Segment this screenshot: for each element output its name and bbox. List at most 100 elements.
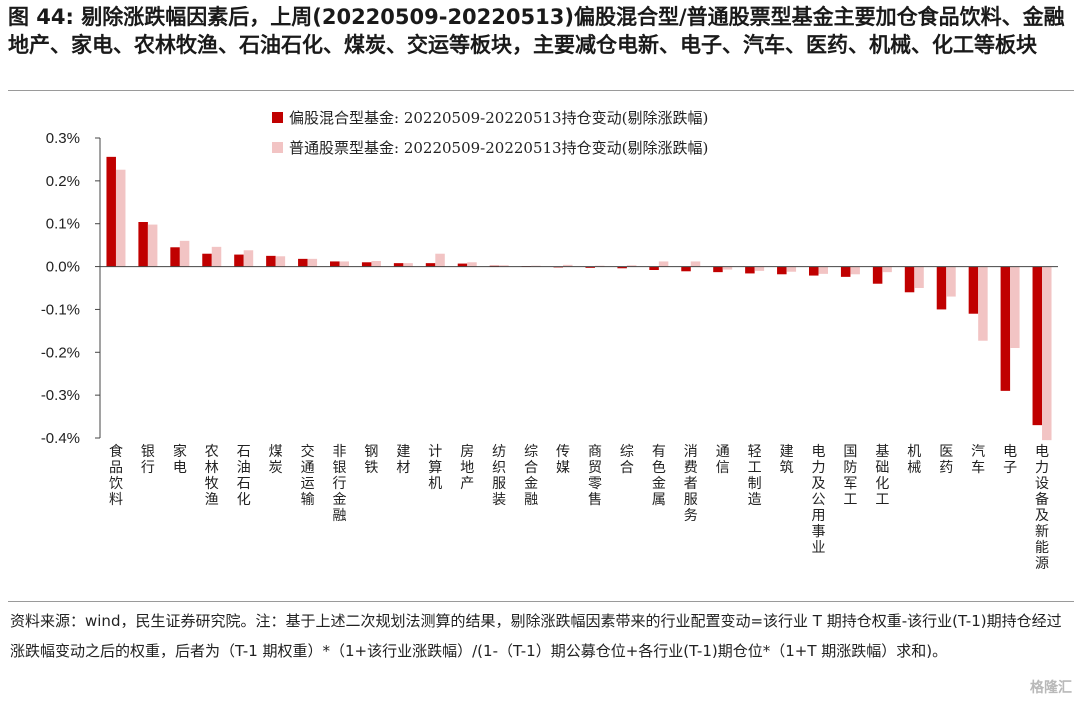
x-tick-label: 煤炭 xyxy=(269,444,283,476)
bar-stock-fund xyxy=(914,266,924,288)
source-note: 资料来源：wind，民生证券研究院。注：基于上述二次规划法测算的结果，剔除涨跌幅… xyxy=(10,612,1062,660)
x-tick-label: 传媒 xyxy=(556,444,570,476)
x-tick-label: 家电 xyxy=(173,443,187,476)
bar-mixed-fund xyxy=(1000,266,1011,391)
bar-mixed-fund xyxy=(457,263,468,267)
bar-mixed-fund xyxy=(936,266,947,310)
bars xyxy=(106,156,1052,441)
x-tick-label: 食品饮料 xyxy=(109,443,123,508)
x-tick-label: 银行 xyxy=(141,444,155,476)
bar-stock-fund xyxy=(882,266,892,273)
legend-swatch xyxy=(272,142,283,153)
x-tick-label: 农林牧渔 xyxy=(205,444,219,508)
bar-mixed-fund xyxy=(266,255,276,267)
y-tick-label: 0.3% xyxy=(46,130,80,147)
bar-mixed-fund xyxy=(1032,266,1043,426)
y-tick-label: -0.4% xyxy=(41,430,80,447)
figure-title: 图 44: 剔除涨跌幅因素后，上周(20220509-20220513)偏股混合… xyxy=(8,5,1065,57)
x-tick-label: 基础化工 xyxy=(875,443,889,508)
x-tick-label: 非银行金融 xyxy=(333,444,347,524)
bar-mixed-fund xyxy=(840,266,851,277)
x-tick-label: 建材 xyxy=(396,444,410,476)
x-tick-label: 消费者服务 xyxy=(684,444,698,524)
bar-mixed-fund xyxy=(298,258,308,267)
bar-mixed-fund xyxy=(745,266,755,274)
bar-mixed-fund xyxy=(809,266,819,276)
y-tick-label: -0.3% xyxy=(41,387,80,404)
legend-label: 偏股混合型基金: 20220509-20220513持仓变动(剔除涨跌幅) xyxy=(289,109,708,127)
bar-stock-fund xyxy=(626,265,637,267)
bar-mixed-fund xyxy=(617,266,627,269)
bar-mixed-fund xyxy=(904,266,915,293)
bar-stock-fund xyxy=(658,261,669,267)
x-tick-label: 计算机 xyxy=(428,444,442,492)
bar-stock-fund xyxy=(690,261,701,267)
bar-stock-fund xyxy=(946,266,956,297)
y-tick-label: -0.1% xyxy=(41,301,80,318)
bar-stock-fund xyxy=(1010,266,1020,348)
bar-stock-fund xyxy=(499,265,509,267)
x-tick-label: 综合 xyxy=(620,444,634,476)
x-tick-label: 房地产 xyxy=(460,444,474,492)
bar-stock-fund xyxy=(978,266,988,341)
x-tick-label: 机械 xyxy=(907,444,921,476)
bar-stock-fund xyxy=(786,266,797,272)
bar-stock-fund xyxy=(754,266,765,271)
bar-stock-fund xyxy=(818,266,828,274)
title-divider xyxy=(8,90,1074,91)
bar-chart: 偏股混合型基金: 20220509-20220513持仓变动(剔除涨跌幅) 普通股… xyxy=(41,109,1058,572)
bar-mixed-fund xyxy=(872,266,883,284)
x-tick-label: 汽车 xyxy=(971,444,985,476)
x-tick-label: 纺织服装 xyxy=(492,444,506,508)
bar-stock-fund xyxy=(1042,266,1052,441)
x-tick-label: 电力设备及新能源 xyxy=(1035,444,1049,572)
y-tick-label: 0.0% xyxy=(46,259,80,276)
legend-swatch xyxy=(272,112,283,123)
bar-stock-fund xyxy=(275,256,286,267)
bar-mixed-fund xyxy=(649,266,659,270)
legend: 偏股混合型基金: 20220509-20220513持仓变动(剔除涨跌幅) 普通股… xyxy=(272,109,708,157)
x-tick-label: 电子 xyxy=(1003,444,1017,476)
x-tick-label: 石油石化 xyxy=(237,444,251,508)
bar-stock-fund xyxy=(307,258,318,267)
bar-mixed-fund xyxy=(138,222,148,267)
bar-stock-fund xyxy=(563,264,573,267)
bar-mixed-fund xyxy=(234,254,244,267)
bar-stock-fund xyxy=(722,266,733,270)
note-divider xyxy=(8,601,1074,602)
bar-stock-fund xyxy=(435,253,445,267)
x-tick-label: 商贸零售 xyxy=(588,444,602,508)
bar-mixed-fund xyxy=(170,247,180,267)
x-tick-label: 钢铁 xyxy=(364,444,378,476)
bar-stock-fund xyxy=(211,246,222,267)
bar-stock-fund xyxy=(467,262,477,267)
x-tick-label: 有色金属 xyxy=(652,444,666,508)
bar-mixed-fund xyxy=(361,262,372,267)
x-tick-label: 综合金融 xyxy=(524,444,538,508)
bar-stock-fund xyxy=(243,250,254,267)
bar-mixed-fund xyxy=(585,266,595,268)
bar-stock-fund xyxy=(403,263,413,267)
x-tick-label: 医药 xyxy=(939,444,953,476)
bar-stock-fund xyxy=(371,261,381,267)
bar-stock-fund xyxy=(179,240,190,267)
bar-mixed-fund xyxy=(330,261,340,267)
bar-stock-fund xyxy=(147,224,158,267)
x-tick-label: 电力及公用事业 xyxy=(812,444,826,556)
y-tick-label: 0.2% xyxy=(46,173,80,190)
x-tick-label: 国防军工 xyxy=(843,444,857,508)
bar-stock-fund xyxy=(850,266,860,275)
bar-stock-fund xyxy=(339,261,349,267)
bar-mixed-fund xyxy=(681,266,691,272)
bar-stock-fund xyxy=(115,169,126,267)
bar-mixed-fund xyxy=(777,266,787,275)
bar-mixed-fund xyxy=(425,263,436,267)
watermark: 格隆汇 xyxy=(1030,680,1072,696)
y-tick-label: -0.2% xyxy=(41,344,80,361)
bar-mixed-fund xyxy=(713,266,723,273)
x-tick-label: 轻工制造 xyxy=(748,444,762,508)
bar-mixed-fund xyxy=(968,266,979,314)
y-axis: 0.3% 0.2% 0.1% 0.0% -0.1% -0.2% -0.3% -0.4% xyxy=(41,130,101,447)
x-tick-label: 交通运输 xyxy=(301,443,315,508)
